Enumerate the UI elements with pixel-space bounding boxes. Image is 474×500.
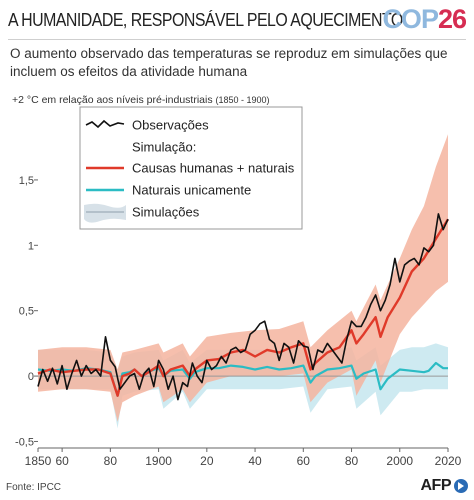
legend-swatch-simulations-band bbox=[84, 203, 126, 223]
series-line-human-natural bbox=[37, 218, 450, 397]
x-tick-label: 80 bbox=[104, 454, 118, 468]
legend-label-observations: Observações bbox=[132, 118, 209, 133]
legend-label-natural: Naturais unicamente bbox=[132, 183, 251, 198]
page-title: A HUMANIDADE, RESPONSÁVEL PELO AQUECIMEN… bbox=[8, 9, 403, 30]
y-tick-label: 0 bbox=[28, 371, 34, 383]
header: A HUMANIDADE, RESPONSÁVEL PELO AQUECIMEN… bbox=[0, 0, 474, 40]
afp-mark-icon bbox=[454, 479, 468, 493]
afp-logo-text: AFP bbox=[420, 477, 452, 494]
cop26-logo: COP26 bbox=[382, 4, 467, 35]
cop-logo-text: COP bbox=[382, 4, 439, 34]
chart-legend: Observações Simulação: Causas humanas + na… bbox=[79, 106, 303, 230]
afp-logo: AFP bbox=[420, 477, 468, 495]
x-tick-label: 2000 bbox=[386, 454, 413, 468]
series-line-observations bbox=[37, 213, 449, 401]
legend-label-human-natural: Causas humanas + naturais bbox=[132, 161, 295, 176]
x-tick-label: 1850 bbox=[25, 454, 52, 468]
legend-label-simulations: Simulações bbox=[132, 205, 200, 220]
human-natural-band-area bbox=[38, 134, 448, 422]
unit-note-main: +2 °C em relação aos níveis pré-industri… bbox=[12, 94, 213, 106]
source-note: Fonte: IPCC bbox=[6, 482, 62, 493]
legend-swatch-observations bbox=[85, 119, 125, 129]
cop-logo-number: 26 bbox=[437, 4, 467, 34]
x-tick-label: 2020 bbox=[435, 454, 462, 468]
x-tick-label: 20 bbox=[200, 454, 214, 468]
x-tick-label: 40 bbox=[248, 454, 262, 468]
legend-label-header: Simulação: bbox=[132, 140, 196, 155]
x-tick-label: 80 bbox=[345, 454, 359, 468]
header-divider bbox=[8, 39, 466, 40]
x-tick-label: 60 bbox=[55, 454, 69, 468]
x-tick-label: 60 bbox=[297, 454, 311, 468]
subtitle: O aumento observado das temperaturas se … bbox=[10, 46, 448, 79]
unit-note: +2 °C em relação aos níveis pré-industri… bbox=[12, 94, 270, 106]
y-tick-label: -0,5 bbox=[15, 436, 34, 448]
y-tick-label: 0,5 bbox=[19, 306, 34, 318]
y-tick-label: 1 bbox=[28, 240, 34, 252]
unit-note-period: (1850 - 1900) bbox=[215, 95, 270, 105]
y-tick-label: 1,5 bbox=[19, 175, 34, 187]
x-tick-label: 1900 bbox=[145, 454, 172, 468]
